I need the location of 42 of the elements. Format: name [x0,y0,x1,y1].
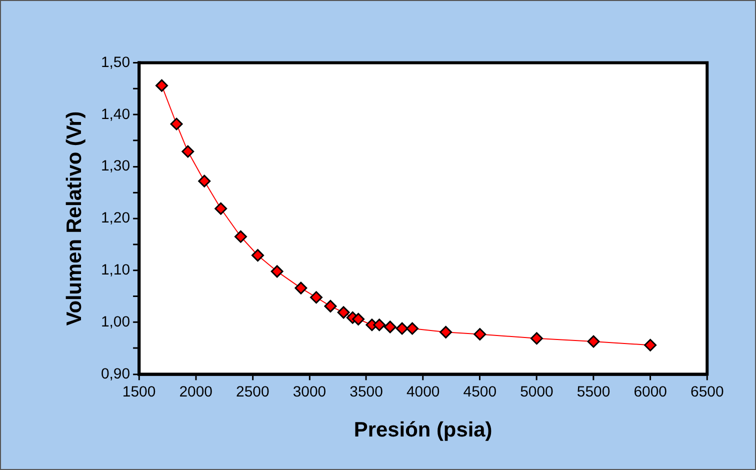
x-axis-title: Presión (psia) [354,418,492,442]
x-tick-label: 2500 [236,383,270,400]
x-tick-label: 6000 [634,383,667,400]
point [530,332,543,345]
y-tick-label: 1,30 [100,158,130,175]
x-tick-label: 4000 [406,383,440,400]
point [252,249,264,262]
point [352,312,365,326]
point [396,322,408,335]
y-tick-label: 0,90 [100,365,130,382]
point [644,338,657,352]
x-tick-label: 5500 [576,383,610,400]
x-tick-label: 4500 [463,383,497,400]
x-tick-label: 5000 [520,383,554,400]
point [587,335,600,348]
point [270,265,284,278]
y-tick-label: 1,00 [100,313,130,330]
x-tick-label: 3000 [292,383,326,400]
point [310,291,323,304]
x-tick-label: 2000 [179,383,212,400]
point [198,174,211,188]
point [170,118,183,130]
point [182,145,194,158]
y-tick-label: 1,50 [100,54,130,71]
x-tick-label: 6500 [690,383,724,400]
point [156,79,168,92]
y-axis-title: Volumen Relativo (Vr) [63,111,86,326]
point [406,322,419,335]
x-tick-label: 1500 [122,383,156,400]
point [337,306,350,319]
point [324,300,337,312]
point [294,282,308,294]
point [440,326,452,338]
point [384,320,396,334]
point [234,230,247,243]
point [214,202,228,215]
point [373,318,386,332]
x-tick-label: 3500 [350,383,383,400]
y-tick-label: 1,20 [100,210,130,227]
y-tick-label: 1,40 [100,106,130,123]
point [474,328,486,340]
y-tick-label: 1,10 [100,262,130,278]
